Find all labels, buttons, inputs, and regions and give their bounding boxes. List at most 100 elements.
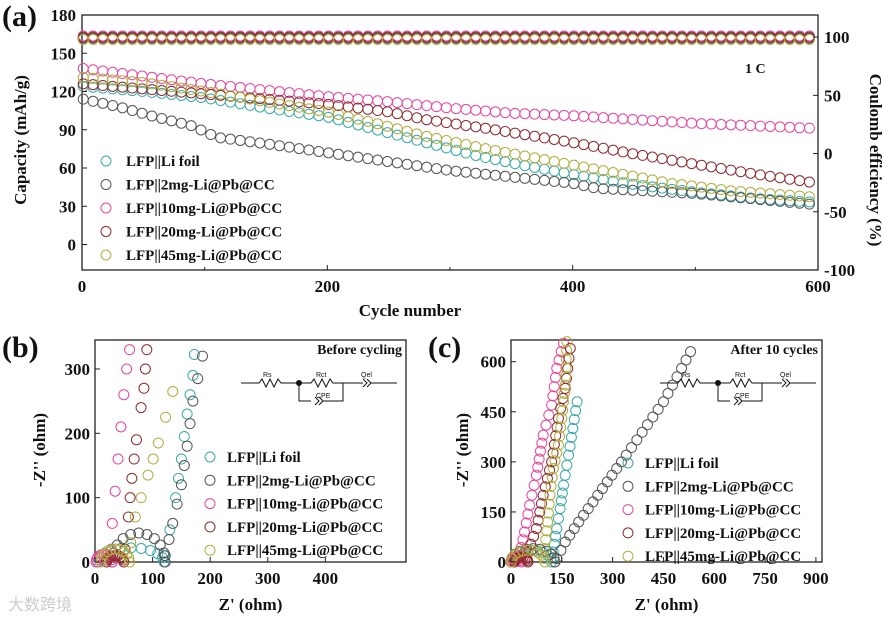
eis-arc-point-2mg [159,556,171,568]
eis-point-45mg [555,421,567,433]
eis-point-45mg [152,437,164,449]
watermark: 大数跨境 [8,595,72,614]
capacity-point-20mg [440,117,452,129]
capacity-point-10mg [646,115,658,127]
capacity-point-2mg [362,153,374,165]
capacity-point-20mg [754,169,766,181]
condition-title: Before cycling [317,343,402,358]
capacity-point-li_foil [588,172,600,184]
capacity-point-2mg [146,110,158,122]
eis-point-li_foil [561,459,573,471]
capacity-point-20mg [784,173,796,185]
capacity-point-2mg [205,129,217,141]
capacity-point-20mg [480,122,492,134]
legend-marker [622,550,634,562]
capacity-point-45mg [411,128,423,140]
capacity-point-20mg [745,167,757,179]
y-tick-label: 150 [481,503,507,522]
eis-point-li_foil [571,396,583,408]
capacity-point-20mg [725,164,737,176]
eis-arc-point-45mg [123,552,135,564]
eis-point-10mg [522,508,534,520]
eis-point-45mg [129,511,141,523]
capacity-point-10mg [538,109,550,121]
eis-point-li_foil [568,414,580,426]
capacity-point-10mg [548,109,560,121]
capacity-point-10mg [519,108,531,120]
capacity-point-20mg [323,98,335,110]
eis-point-2mg [596,483,608,495]
capacity-point-20mg [421,114,433,126]
capacity-point-li_foil [499,156,511,168]
eis-point-20mg [528,530,540,542]
capacity-point-2mg [548,175,560,187]
capacity-point-10mg [715,118,727,130]
capacity-point-45mg [705,182,717,194]
eis-point-45mg [545,480,557,492]
capacity-point-20mg [617,146,629,158]
x-tick-label: 600 [702,569,728,588]
capacity-point-2mg [116,102,128,114]
eis-point-45mg [554,430,566,442]
capacity-point-45mg [588,163,600,175]
capacity-point-45mg [195,85,207,97]
capacity-point-li_foil [676,185,688,197]
capacity-point-li_foil [754,193,766,205]
capacity-point-10mg [401,98,413,110]
capacity-point-20mg [391,108,403,120]
eis-point-45mg [142,469,154,481]
capacity-point-10mg [705,118,717,130]
eis-point-45mg [557,404,569,416]
eis-point-2mg [676,362,688,374]
capacity-point-45mg [548,155,560,167]
capacity-point-45mg [509,148,521,160]
capacity-point-45mg [754,187,766,199]
capacity-point-45mg [381,120,393,132]
x-tick-label: 0 [507,569,516,588]
capacity-point-10mg [489,106,501,118]
eis-point-20mg [557,392,569,404]
eis-point-10mg [124,344,136,356]
capacity-point-2mg [431,163,443,175]
eis-point-2mg [631,434,643,446]
capacity-point-li_foil [558,167,570,179]
y-tick-label-a: 180 [51,6,77,25]
y-axis-label-a: Capacity (mAh/g) [11,75,30,205]
capacity-point-2mg [342,150,354,162]
eis-arc-point-45mg [124,556,136,568]
capacity-point-2mg [529,173,541,185]
plot-frame-1 [94,339,407,563]
capacity-point-45mg [568,159,580,171]
capacity-point-45mg [803,191,815,203]
capacity-point-10mg [666,116,678,128]
capacity-point-10mg [529,108,541,120]
eis-arc-point-45mg [532,547,544,559]
capacity-point-45mg [362,115,374,127]
eis-point-45mg [561,344,573,356]
capacity-point-20mg [205,89,217,101]
capacity-point-20mg [450,118,462,130]
capacity-point-2mg [480,168,492,180]
capacity-point-2mg [421,161,433,173]
eis-point-10mg [528,479,540,491]
eis-point-2mg [652,403,664,415]
capacity-point-2mg [166,115,178,127]
eis-arc-point-2mg [133,527,145,539]
legend-label: LFP||45mg-Li@Pb@CC [227,543,383,559]
eis-point-li_foil [564,440,576,452]
capacity-point-20mg [401,110,413,122]
capacity-point-45mg [431,132,443,144]
capacity-point-2mg [381,155,393,167]
circuit-node [715,380,721,386]
eis-point-45mg [558,387,570,399]
capacity-point-10mg [509,107,521,119]
capacity-point-45mg [489,144,501,156]
capacity-point-45mg [372,118,384,130]
capacity-point-2mg [156,112,168,124]
eis-arc-point-2mg [125,528,137,540]
circuit-wires [660,377,816,406]
capacity-point-45mg [558,157,570,169]
legend-label-a: LFP||20mg-Li@Pb@CC [126,225,282,241]
eis-point-45mg [559,379,571,391]
legend-label: LFP||Li foil [227,450,301,466]
